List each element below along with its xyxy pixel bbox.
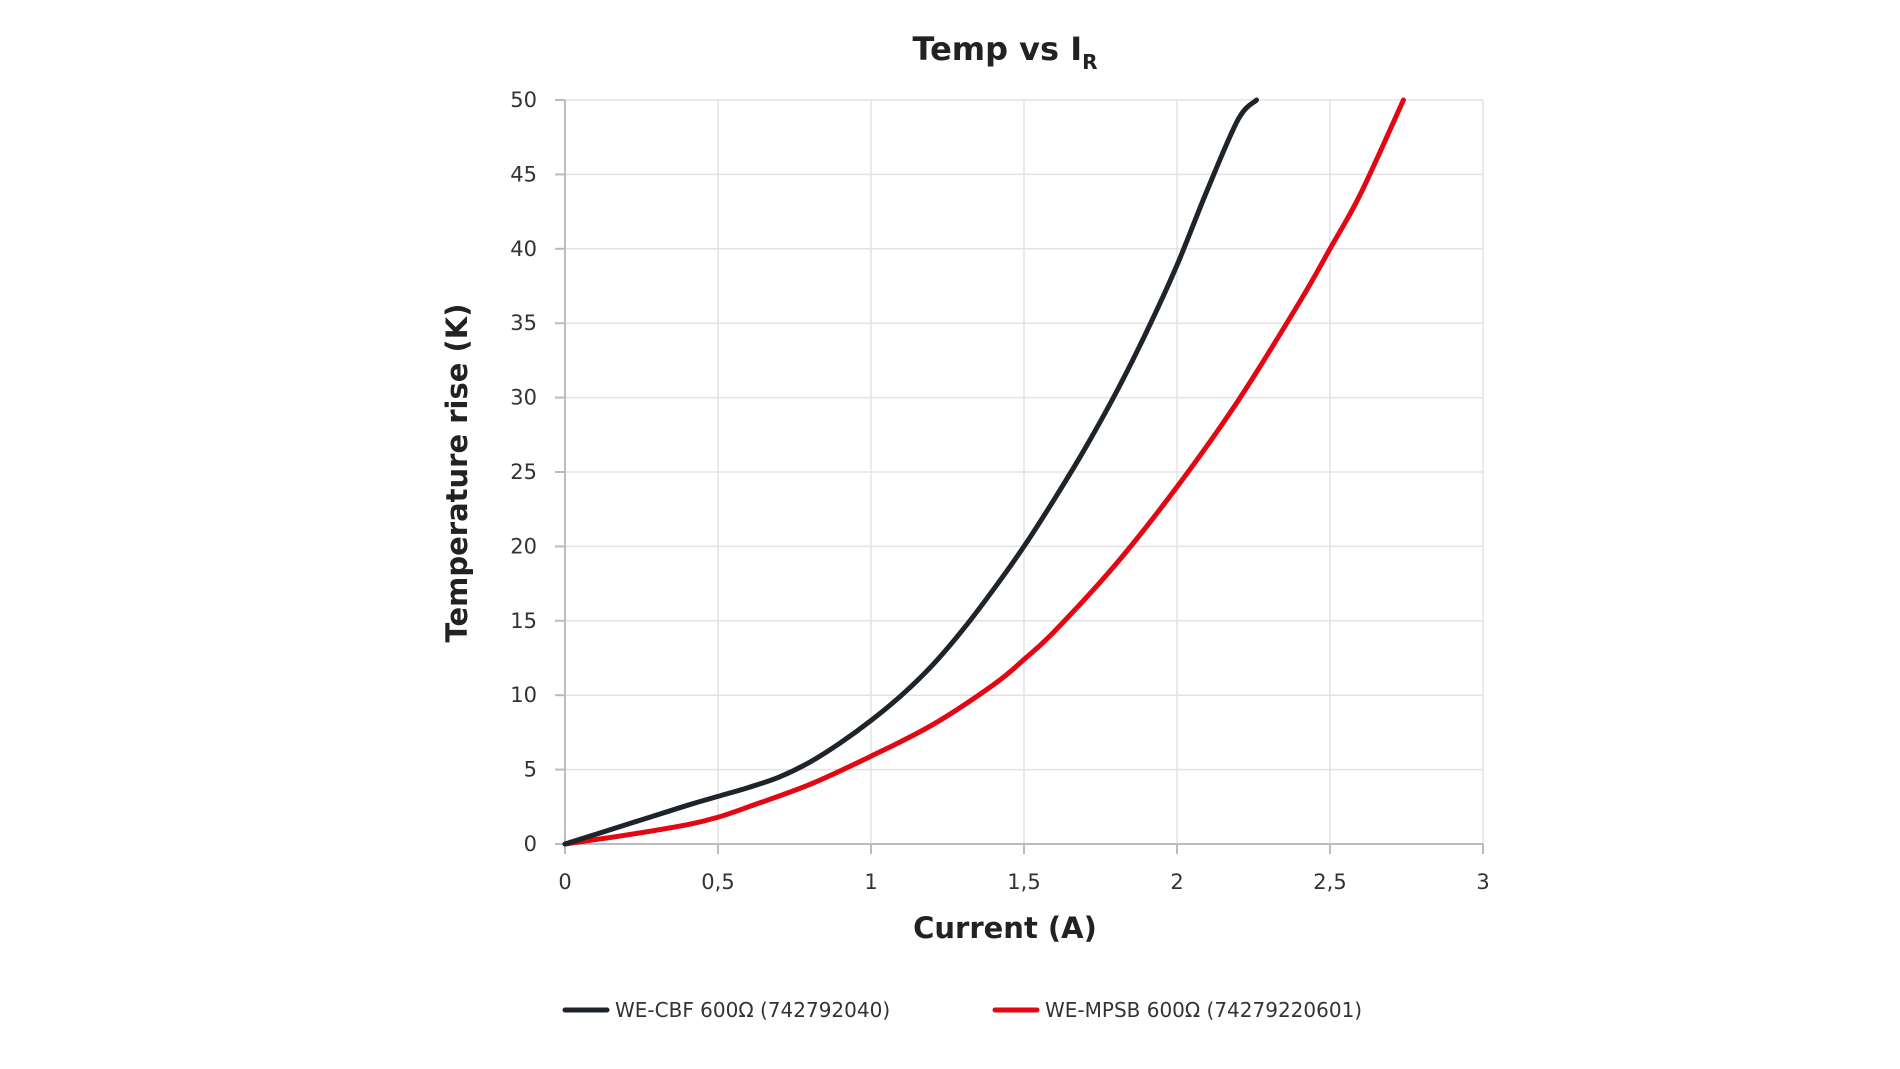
legend: WE-CBF 600Ω (742792040) WE-MPSB 600Ω (742… <box>562 998 1362 1022</box>
x-tick-label: 2 <box>1170 870 1183 894</box>
y-axis-title: Temperature rise (K) <box>440 304 474 643</box>
y-tick-label: 40 <box>510 237 537 261</box>
legend-item-1: WE-CBF 600Ω (742792040) <box>562 998 890 1022</box>
series-line-2 <box>562 97 1406 847</box>
tick-layer: 0 5 10 15 20 25 30 35 40 45 50 0 0,5 1 1,5 2 2,5 3 <box>510 88 1489 894</box>
y-tick-label: 50 <box>510 88 537 112</box>
chart-title-subscript: R <box>1082 50 1097 74</box>
x-tick-label: 0 <box>558 870 571 894</box>
grid-layer <box>565 99 1484 844</box>
y-tick-label: 0 <box>524 832 537 856</box>
x-tick-label: 3 <box>1476 870 1489 894</box>
chart-title: Temp vs IR <box>912 30 1097 74</box>
y-tick-label: 20 <box>510 534 537 558</box>
legend-label: WE-MPSB 600Ω (74279220601) <box>1045 998 1362 1022</box>
y-tick-label: 5 <box>524 758 537 782</box>
x-tick-label: 1,5 <box>1007 870 1040 894</box>
y-tick-label: 15 <box>510 609 537 633</box>
y-tick-label: 25 <box>510 460 537 484</box>
legend-item-2: WE-MPSB 600Ω (74279220601) <box>992 998 1362 1022</box>
x-tick-label: 2,5 <box>1313 870 1346 894</box>
y-tick-label: 45 <box>510 162 537 186</box>
legend-label: WE-CBF 600Ω (742792040) <box>615 998 890 1022</box>
chart-title-main: Temp vs I <box>912 30 1082 68</box>
y-tick-label: 35 <box>510 311 537 335</box>
y-tick-label: 30 <box>510 386 537 410</box>
x-axis-title: Current (A) <box>913 911 1097 945</box>
y-tick-label: 10 <box>510 683 537 707</box>
series-line-1 <box>562 97 1260 847</box>
series-layer <box>562 97 1406 847</box>
x-tick-label: 1 <box>864 870 877 894</box>
x-tick-label: 0,5 <box>701 870 734 894</box>
